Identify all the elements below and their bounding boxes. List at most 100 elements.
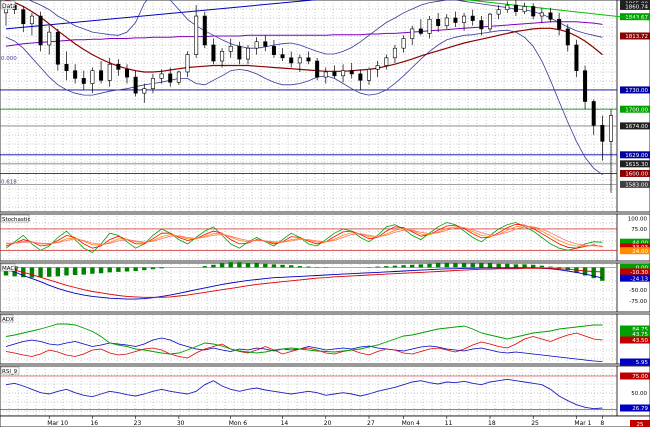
date-tick-label: Mar 1: [574, 420, 591, 427]
candle-body: [350, 71, 353, 74]
macd-histogram-bar: [254, 263, 258, 267]
candle-body: [272, 46, 275, 54]
macd-panel-title: MACD: [2, 266, 19, 272]
macd-histogram-bar: [462, 263, 466, 267]
macd-histogram-bar: [479, 263, 483, 267]
candle-body: [549, 13, 552, 19]
candle-body: [523, 6, 526, 11]
macd-histogram-bar: [90, 267, 94, 273]
panel-title-rsi: RSI_9: [1, 367, 19, 375]
macd-histogram-bar: [401, 265, 405, 267]
price-label: 1860.74: [625, 5, 648, 11]
adx-value-label: 5.95: [636, 360, 649, 366]
candle-body: [212, 45, 215, 61]
level-label: 1629.00: [625, 153, 648, 159]
panel-title-main: Data: [1, 1, 17, 10]
candle-body: [229, 46, 232, 51]
candle-body: [359, 74, 362, 80]
candle-body: [125, 69, 128, 77]
candle-body: [39, 16, 42, 45]
level-label: 1600.00: [625, 172, 648, 178]
candle-body: [480, 21, 483, 29]
candle-body: [22, 10, 25, 24]
macd-histogram-bar: [38, 267, 42, 277]
rsi-value-label: 75.00: [632, 374, 648, 380]
macd-histogram-bar: [496, 264, 500, 268]
macd-histogram-bar: [64, 267, 68, 275]
fib-label: 0.000: [1, 56, 17, 62]
panel-frame-stoch: [0, 214, 650, 261]
macd-histogram-bar: [445, 263, 449, 267]
panel-title-stoch: Stochastic: [1, 215, 30, 223]
macd-histogram-bar: [505, 264, 509, 268]
candle-body: [324, 72, 327, 77]
candle-body: [393, 48, 396, 58]
candle-body: [73, 71, 76, 79]
macd-histogram-bar: [522, 264, 526, 267]
candle-body: [91, 71, 94, 84]
candle-body: [143, 89, 146, 93]
candle-body: [557, 19, 560, 29]
macd-histogram-bar: [82, 267, 86, 274]
candle-body: [566, 29, 569, 45]
candle-body: [532, 6, 535, 16]
rsi-value-label: 26.79: [632, 406, 648, 412]
candle-body: [488, 14, 491, 29]
candle-body: [514, 5, 517, 11]
candle-body: [367, 69, 370, 80]
fib-label: 0.618: [1, 179, 17, 185]
macd-histogram-bar: [600, 267, 604, 280]
candle-body: [134, 77, 137, 93]
candle-body: [177, 72, 180, 82]
candle-body: [194, 16, 197, 55]
adx-value-label: 43.50: [632, 338, 648, 344]
candle-body: [298, 58, 301, 63]
candle-body: [315, 61, 318, 77]
macd-histogram-bar: [280, 265, 284, 268]
rsi-panel-title: RSI_9: [2, 369, 18, 375]
price-label: 1813.72: [625, 34, 648, 40]
candle-body: [385, 58, 388, 66]
macd-histogram-bar: [384, 266, 388, 267]
candle-body: [151, 78, 154, 88]
candle-body: [108, 64, 111, 80]
stoch-panel-title: Stochastic: [2, 217, 30, 223]
candle-body: [160, 74, 163, 78]
candle-body: [471, 16, 474, 20]
date-tick-label: 30: [177, 420, 185, 427]
main-panel-title: Data: [2, 3, 17, 10]
macd-histogram-bar: [151, 267, 155, 269]
date-tick-label: 27: [367, 420, 375, 427]
candle-body: [99, 71, 102, 81]
candle-body: [255, 42, 258, 48]
macd-histogram-bar: [30, 267, 34, 277]
candle-body: [506, 5, 509, 9]
candle-body: [290, 58, 293, 63]
macd-histogram-bar: [375, 267, 379, 268]
macd-histogram-bar: [56, 267, 60, 276]
date-tick-label: Mon 6: [229, 420, 248, 427]
macd-histogram-bar: [246, 263, 250, 268]
candle-body: [169, 74, 172, 82]
date-tick-label: 23: [134, 420, 142, 427]
macd-histogram-bar: [133, 267, 137, 271]
candle-body: [333, 72, 336, 76]
level-label: 1615.30: [625, 162, 648, 168]
macd-histogram-bar: [272, 264, 276, 267]
stoch-value-label: 24.00: [632, 249, 648, 255]
adx-panel-title: ADX: [2, 317, 14, 323]
macd-histogram-bar: [419, 264, 423, 267]
candle-body: [56, 32, 59, 64]
macd-tick-label: -75.00: [629, 299, 647, 305]
macd-histogram-bar: [306, 267, 310, 268]
macd-histogram-bar: [514, 264, 518, 267]
macd-histogram-bar: [229, 262, 233, 267]
macd-histogram-bar: [453, 263, 457, 267]
candle-body: [238, 46, 241, 59]
candle-body: [436, 19, 439, 25]
macd-histogram-bar: [410, 265, 414, 268]
macd-histogram-bar: [116, 267, 120, 271]
candle-body: [428, 19, 431, 33]
